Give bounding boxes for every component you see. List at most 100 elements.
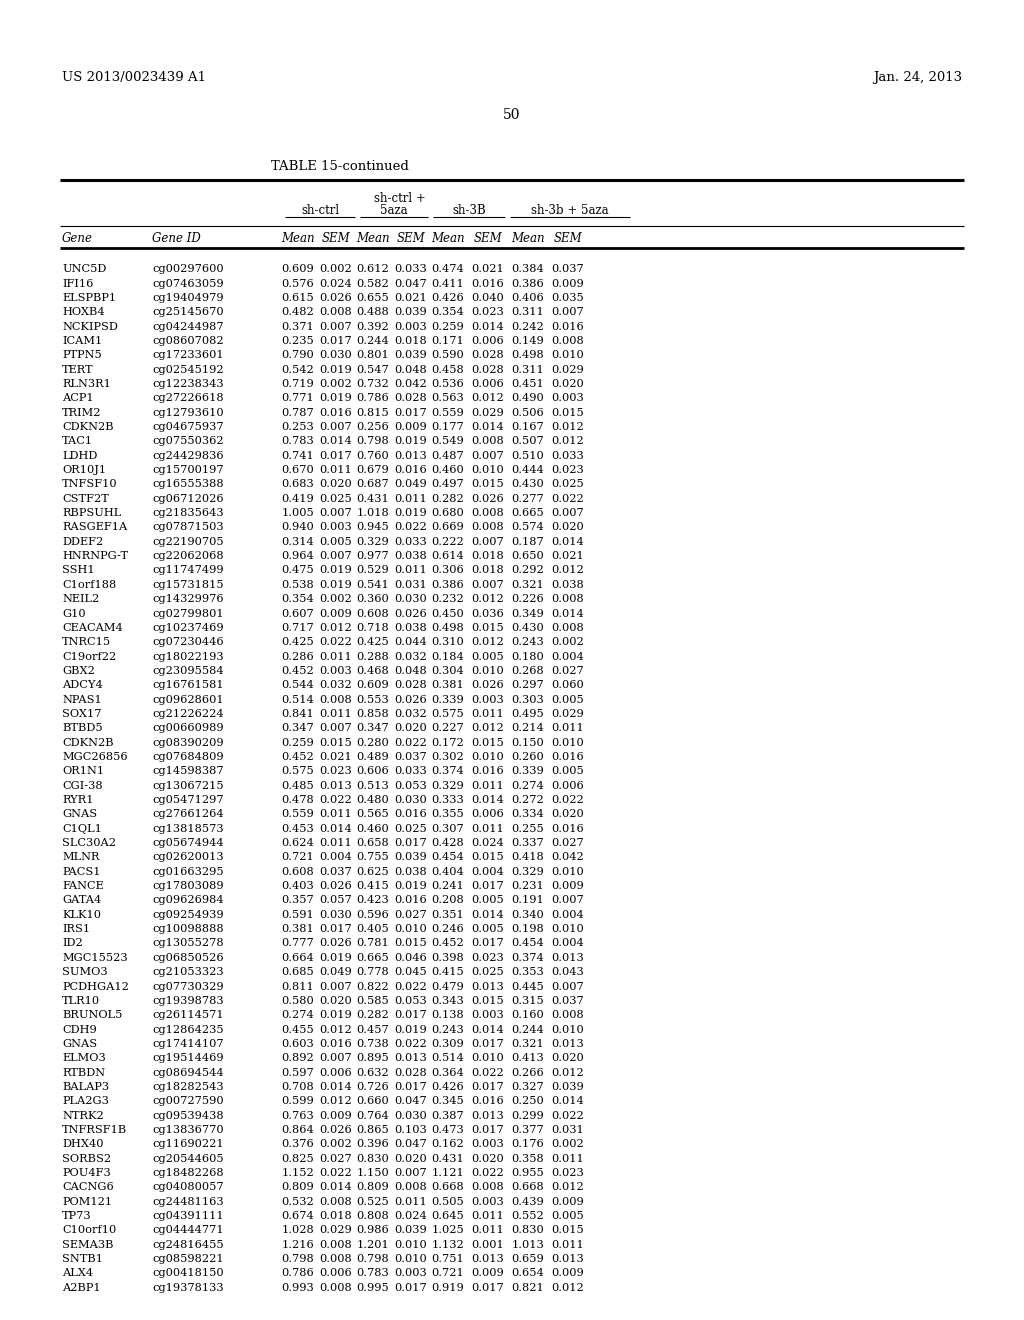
Text: 0.022: 0.022: [552, 494, 585, 504]
Text: cg09539438: cg09539438: [152, 1110, 223, 1121]
Text: 0.590: 0.590: [432, 350, 464, 360]
Text: 0.415: 0.415: [356, 882, 389, 891]
Text: 0.011: 0.011: [319, 709, 352, 719]
Text: 0.625: 0.625: [356, 867, 389, 876]
Text: 0.246: 0.246: [432, 924, 464, 935]
Text: 0.048: 0.048: [394, 364, 427, 375]
Text: 0.841: 0.841: [282, 709, 314, 719]
Text: 0.798: 0.798: [282, 1254, 314, 1265]
Text: 0.892: 0.892: [282, 1053, 314, 1064]
Text: 0.345: 0.345: [432, 1097, 464, 1106]
Text: 0.376: 0.376: [282, 1139, 314, 1150]
Text: 0.012: 0.012: [472, 393, 505, 404]
Text: 0.032: 0.032: [394, 652, 427, 661]
Text: PLA2G3: PLA2G3: [62, 1097, 109, 1106]
Text: NTRK2: NTRK2: [62, 1110, 103, 1121]
Text: 0.057: 0.057: [319, 895, 352, 906]
Text: 0.243: 0.243: [512, 638, 545, 647]
Text: 0.036: 0.036: [472, 609, 505, 619]
Text: 0.027: 0.027: [552, 665, 585, 676]
Text: 0.632: 0.632: [356, 1068, 389, 1077]
Text: 5aza: 5aza: [380, 203, 408, 216]
Text: 0.022: 0.022: [319, 638, 352, 647]
Text: 0.552: 0.552: [512, 1210, 545, 1221]
Text: 0.430: 0.430: [512, 623, 545, 632]
Text: cg24816455: cg24816455: [152, 1239, 223, 1250]
Text: SOX17: SOX17: [62, 709, 101, 719]
Text: cg12793610: cg12793610: [152, 408, 223, 417]
Text: cg07230446: cg07230446: [152, 638, 223, 647]
Text: 0.015: 0.015: [472, 623, 505, 632]
Text: 0.053: 0.053: [394, 995, 427, 1006]
Text: 0.431: 0.431: [432, 1154, 464, 1164]
Text: cg10237469: cg10237469: [152, 623, 223, 632]
Text: 0.259: 0.259: [432, 322, 464, 331]
Text: 0.479: 0.479: [432, 982, 464, 991]
Text: 0.005: 0.005: [319, 537, 352, 546]
Text: 0.022: 0.022: [319, 795, 352, 805]
Text: 0.315: 0.315: [512, 995, 545, 1006]
Text: 0.012: 0.012: [472, 594, 505, 605]
Text: 0.497: 0.497: [432, 479, 464, 490]
Text: cg09254939: cg09254939: [152, 909, 223, 920]
Text: 0.020: 0.020: [472, 1154, 505, 1164]
Text: 0.039: 0.039: [552, 1082, 585, 1092]
Text: 0.306: 0.306: [432, 565, 464, 576]
Text: 0.609: 0.609: [282, 264, 314, 275]
Text: 0.022: 0.022: [394, 738, 427, 747]
Text: 0.612: 0.612: [356, 264, 389, 275]
Text: cg19398783: cg19398783: [152, 995, 223, 1006]
Text: 0.015: 0.015: [552, 1225, 585, 1236]
Text: 0.668: 0.668: [512, 1183, 545, 1192]
Text: BALAP3: BALAP3: [62, 1082, 110, 1092]
Text: PCDHGA12: PCDHGA12: [62, 982, 129, 991]
Text: 0.013: 0.013: [552, 953, 585, 962]
Text: 0.007: 0.007: [472, 579, 505, 590]
Text: 0.187: 0.187: [512, 537, 545, 546]
Text: 0.760: 0.760: [356, 450, 389, 461]
Text: cg08598221: cg08598221: [152, 1254, 223, 1265]
Text: 0.329: 0.329: [356, 537, 389, 546]
Text: 0.011: 0.011: [472, 1225, 505, 1236]
Text: Gene: Gene: [62, 231, 93, 244]
Text: RTBDN: RTBDN: [62, 1068, 105, 1077]
Text: 0.755: 0.755: [356, 853, 389, 862]
Text: 0.016: 0.016: [319, 1039, 352, 1049]
Text: 0.830: 0.830: [512, 1225, 545, 1236]
Text: 0.006: 0.006: [319, 1068, 352, 1077]
Text: 0.864: 0.864: [282, 1125, 314, 1135]
Text: 0.392: 0.392: [356, 322, 389, 331]
Text: 0.022: 0.022: [319, 1168, 352, 1177]
Text: 0.018: 0.018: [472, 552, 505, 561]
Text: 0.010: 0.010: [472, 752, 505, 762]
Text: 0.347: 0.347: [282, 723, 314, 734]
Text: cg14329976: cg14329976: [152, 594, 223, 605]
Text: 0.010: 0.010: [472, 665, 505, 676]
Text: 0.028: 0.028: [394, 1068, 427, 1077]
Text: 0.007: 0.007: [472, 450, 505, 461]
Text: 0.020: 0.020: [319, 995, 352, 1006]
Text: HNRNPG-T: HNRNPG-T: [62, 552, 128, 561]
Text: 0.430: 0.430: [512, 479, 545, 490]
Text: 0.005: 0.005: [472, 895, 505, 906]
Text: cg07871503: cg07871503: [152, 523, 223, 532]
Text: cg27661264: cg27661264: [152, 809, 223, 820]
Text: 0.945: 0.945: [356, 523, 389, 532]
Text: cg13067215: cg13067215: [152, 780, 223, 791]
Text: DDEF2: DDEF2: [62, 537, 103, 546]
Text: cg07463059: cg07463059: [152, 279, 223, 289]
Text: cg09626984: cg09626984: [152, 895, 223, 906]
Text: 0.171: 0.171: [432, 335, 464, 346]
Text: 0.645: 0.645: [432, 1210, 464, 1221]
Text: 0.025: 0.025: [319, 494, 352, 504]
Text: 0.012: 0.012: [319, 1097, 352, 1106]
Text: 0.004: 0.004: [472, 867, 505, 876]
Text: 0.608: 0.608: [282, 867, 314, 876]
Text: 0.013: 0.013: [552, 1254, 585, 1265]
Text: 0.576: 0.576: [282, 279, 314, 289]
Text: 0.687: 0.687: [356, 479, 389, 490]
Text: 0.473: 0.473: [432, 1125, 464, 1135]
Text: 0.480: 0.480: [356, 795, 389, 805]
Text: 0.022: 0.022: [552, 795, 585, 805]
Text: 0.683: 0.683: [282, 479, 314, 490]
